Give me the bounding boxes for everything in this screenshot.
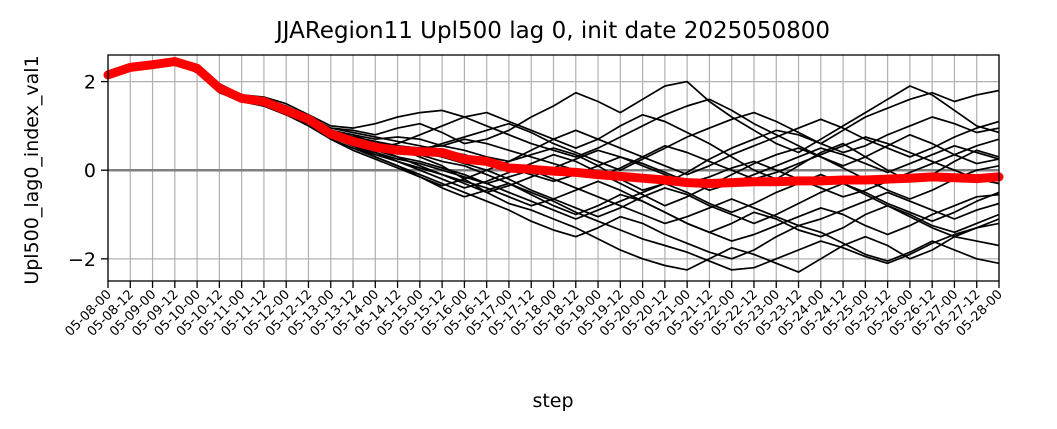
y-tick-label: 0 bbox=[84, 160, 96, 182]
x-axis-ticks: 05-08-0005-08-1205-09-0005-09-1205-10-00… bbox=[62, 281, 1006, 340]
y-axis-ticks: −2 0 2 bbox=[68, 72, 108, 271]
y-tick-label: 2 bbox=[84, 72, 96, 94]
chart-title: JJARegion11 Upl500 lag 0, init date 2025… bbox=[274, 18, 830, 44]
y-tick-label: −2 bbox=[68, 249, 96, 271]
y-axis-label: Upl500_lag0_index_val1 bbox=[21, 55, 43, 284]
ensemble-mean-line bbox=[103, 57, 1004, 188]
x-axis-label: step bbox=[532, 390, 573, 412]
